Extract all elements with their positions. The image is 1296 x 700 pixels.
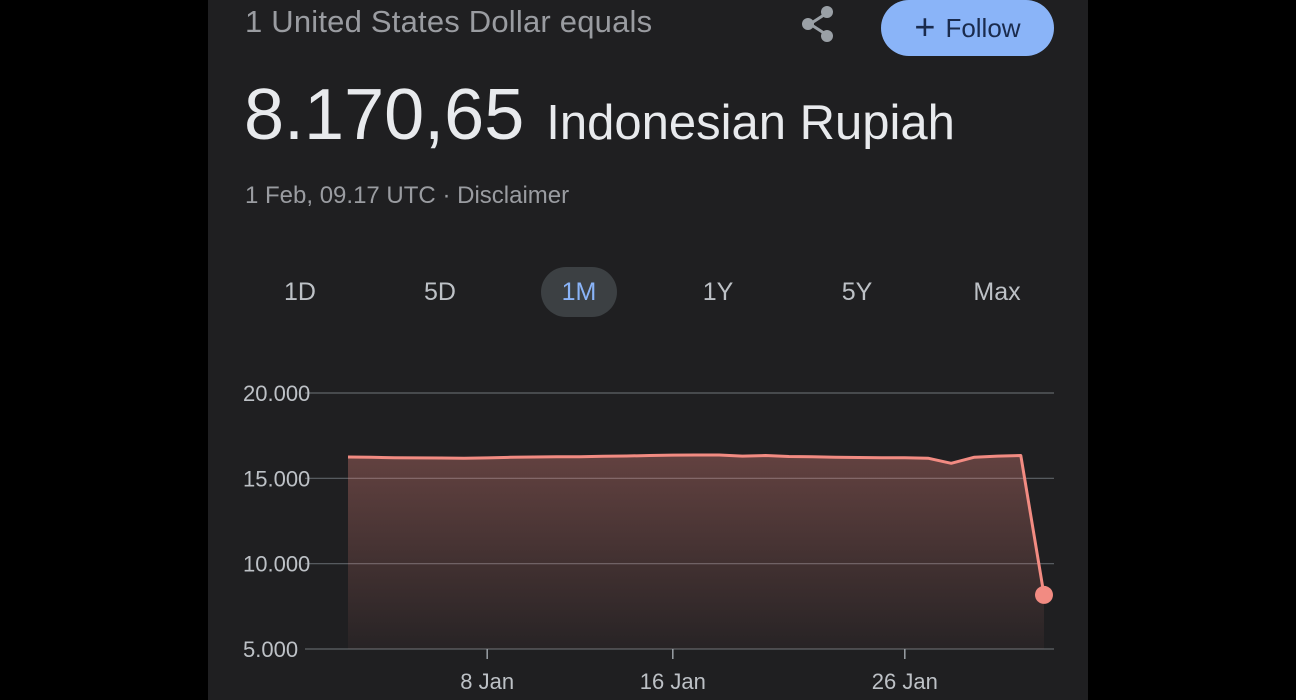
series-line — [347, 453, 1046, 596]
plus-icon: + — [914, 5, 936, 47]
follow-label: Follow — [945, 12, 1021, 43]
conversion-subtitle: 1 United States Dollar equals — [245, 4, 653, 39]
x-tick-label: 26 Jan — [872, 669, 938, 694]
tab-1m[interactable]: 1M — [541, 267, 617, 317]
tab-5y[interactable]: 5Y — [841, 277, 873, 306]
y-tick-label: 15.000 — [243, 466, 310, 491]
exchange-rate: 8.170,65 Indonesian Rupiah — [244, 74, 955, 156]
rate-value: 8.170,65 — [244, 75, 525, 155]
y-tick-label: 20.000 — [243, 381, 310, 406]
series-area — [348, 455, 1044, 649]
timestamp-row: 1 Feb, 09.17 UTC · Disclaimer — [245, 182, 569, 210]
disclaimer-link[interactable]: Disclaimer — [457, 182, 570, 209]
timestamp: 1 Feb, 09.17 UTC — [245, 182, 436, 209]
tab-1y[interactable]: 1Y — [702, 277, 734, 306]
share-button[interactable] — [792, 2, 844, 50]
x-tick-label: 8 Jan — [460, 669, 514, 694]
current-value-point[interactable] — [1035, 585, 1053, 604]
tab-max[interactable]: Max — [973, 277, 1021, 306]
share-icon — [796, 2, 840, 51]
tab-5d[interactable]: 5D — [424, 277, 456, 306]
x-tick-label: 16 Jan — [640, 669, 706, 694]
y-tick-label: 10.000 — [243, 552, 310, 577]
separator: · — [442, 182, 451, 209]
rate-currency: Indonesian Rupiah — [546, 96, 955, 150]
tab-1d[interactable]: 1D — [284, 277, 316, 306]
y-tick-label: 5.000 — [243, 637, 298, 662]
follow-button[interactable]: + Follow — [881, 0, 1054, 56]
